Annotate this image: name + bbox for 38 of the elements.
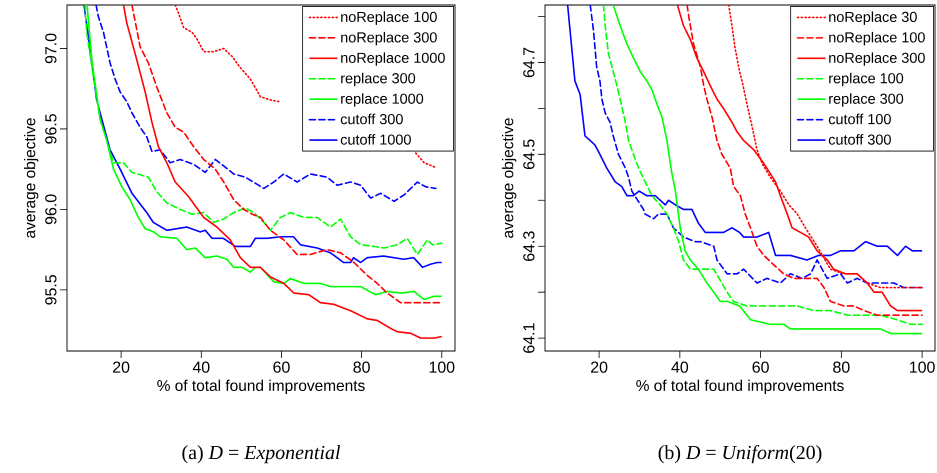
legend-label: replace 1000 xyxy=(341,93,424,107)
y-tick-label: 95.5 xyxy=(45,275,56,305)
legend-label: replace 300 xyxy=(829,93,904,107)
x-tick-label: 40 xyxy=(671,362,688,373)
x-tick-label: 60 xyxy=(273,362,290,373)
x-tick-label: 60 xyxy=(752,362,769,373)
legend-label: cutoff 1000 xyxy=(340,134,411,145)
x-axis-title: % of total found improvements xyxy=(636,380,844,394)
legend-label: cutoff 300 xyxy=(340,114,403,124)
y-tick-label: 96.0 xyxy=(45,194,56,224)
legend-label: noReplace 300 xyxy=(829,52,925,66)
x-tick-label: 20 xyxy=(113,362,130,373)
y-tick-label: 96.5 xyxy=(45,114,56,144)
legend-label: noReplace 300 xyxy=(341,32,437,46)
legend-label: noReplace 100 xyxy=(341,11,437,25)
legend-label: noReplace 1000 xyxy=(341,52,445,66)
y-tick-label: 97.0 xyxy=(45,34,56,64)
legend-label: noReplace 100 xyxy=(829,32,925,46)
x-tick-label: 100 xyxy=(910,362,935,373)
legend-label: replace 100 xyxy=(829,72,904,86)
x-tick-label: 80 xyxy=(353,362,370,373)
x-tick-label: 40 xyxy=(192,362,210,373)
text: (b) D = Uniform(20) xyxy=(658,444,822,464)
y-tick-label: 64.3 xyxy=(523,231,534,261)
x-tick-label: 20 xyxy=(591,362,608,373)
legend-label: cutoff 300 xyxy=(828,134,891,145)
legend-label: noReplace 30 xyxy=(829,11,917,25)
y-axis-title: average objective xyxy=(502,118,516,238)
legend-label: cutoff 100 xyxy=(828,114,891,124)
x-tick-label: 100 xyxy=(430,362,454,373)
legend-label: replace 300 xyxy=(341,72,416,86)
y-tick-label: 64.5 xyxy=(523,140,534,170)
text: (a) D = Exponential xyxy=(182,445,340,464)
x-tick-label: 80 xyxy=(833,362,850,373)
y-tick-label: 64.7 xyxy=(523,48,534,78)
y-axis-title: average objective xyxy=(24,118,38,238)
y-tick-label: 64.1 xyxy=(523,323,534,353)
x-axis-title: % of total found improvements xyxy=(157,380,365,394)
